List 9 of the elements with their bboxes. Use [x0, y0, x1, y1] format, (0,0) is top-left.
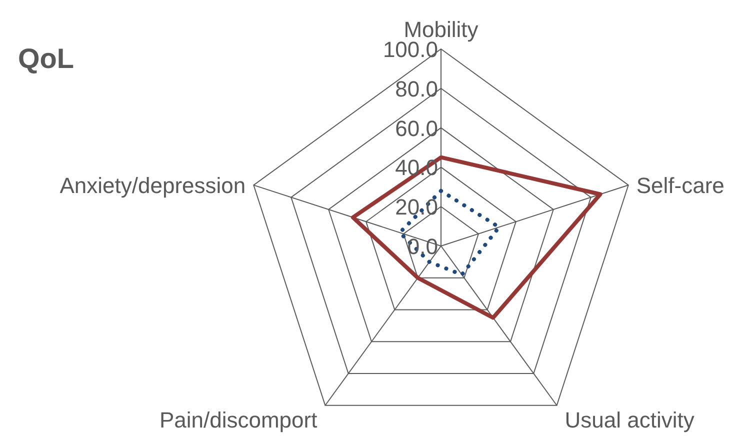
spoke-label: Usual activity — [564, 407, 694, 432]
spoke-label: Anxiety/depression — [60, 173, 246, 198]
y-tick-label: 80.0 — [395, 76, 438, 102]
spoke-label: Pain/discomport — [159, 407, 318, 432]
spoke-label: Self-care — [636, 173, 724, 198]
text: QoL — [18, 43, 74, 74]
y-tick-label: 20.0 — [395, 194, 438, 220]
y-tick-label: 0.0 — [407, 234, 438, 259]
y-tick-label: 60.0 — [395, 116, 438, 141]
